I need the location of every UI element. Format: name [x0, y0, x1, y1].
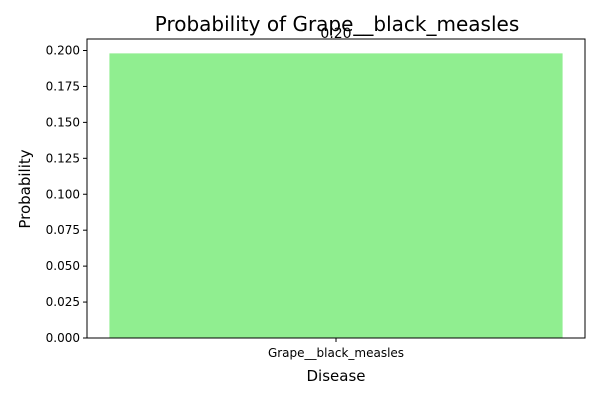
y-tick-label-1: 0.025	[46, 295, 80, 309]
y-tick-label-4: 0.100	[46, 187, 80, 201]
chart-title: Probability of Grape__black_measles	[155, 12, 520, 36]
y-tick-label-7: 0.175	[46, 79, 80, 93]
y-tick-label-0: 0.000	[46, 331, 80, 345]
y-axis: 0.000 0.025 0.050 0.075 0.100 0.125 0.150 0.175…	[46, 44, 87, 345]
y-tick-label-2: 0.050	[46, 259, 80, 273]
bar-0	[109, 53, 563, 338]
y-axis-label: Probability	[16, 149, 34, 228]
y-tick-label-3: 0.075	[46, 223, 80, 237]
data-labels-layer: 0.20	[320, 26, 351, 42]
x-axis-label: Disease	[307, 367, 366, 385]
y-tick-label-8: 0.200	[46, 44, 80, 58]
bars-layer	[109, 53, 563, 338]
x-axis: Grape__black_measles	[268, 338, 404, 360]
bar-value-label-0: 0.20	[320, 26, 351, 42]
y-tick-label-6: 0.150	[46, 115, 80, 129]
x-tick-label-0: Grape__black_measles	[268, 346, 404, 360]
y-tick-label-5: 0.125	[46, 151, 80, 165]
